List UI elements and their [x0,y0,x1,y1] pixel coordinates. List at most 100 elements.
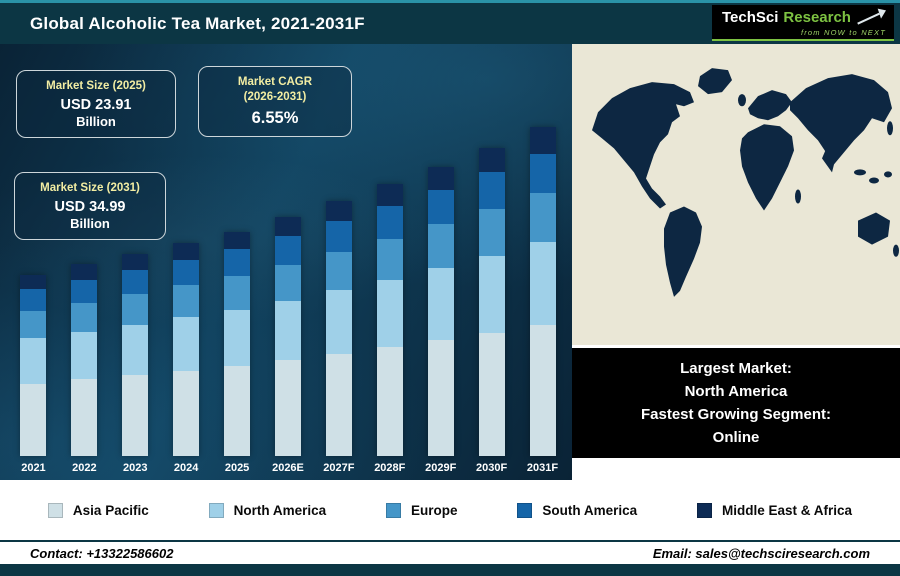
region-india [822,144,836,173]
logo-tagline: from NOW to NEXT [800,28,886,37]
bar-wrap [364,118,415,456]
islands-indonesia-3 [884,171,892,178]
highlight-line-largest-market-value: North America [684,382,788,400]
stacked-bar [529,127,556,456]
bar-segment-south-america [20,289,47,311]
x-axis-label: 2026E [272,462,304,474]
legend: Asia Pacific North America Europe South Ame… [0,480,900,540]
bar-segment-europe [71,302,98,332]
bar-segment-north-america [71,331,98,380]
highlight-line-fastest-segment-label: Fastest Growing Segment: [640,406,832,423]
bar-segment-asia-pacific [71,379,98,456]
stat-market-size-2031: Market Size (2031) USD 34.99 Billion [14,172,166,240]
bar-segment-south-america [529,153,556,194]
highlight-box: Largest Market: North America Fastest Gr… [572,348,900,458]
bar-column: 2026E [263,114,314,476]
techsci-logo: TechSci Research from NOW to NEXT [712,5,894,41]
bar-column: 2023 [110,114,161,476]
bar-segment-asia-pacific [529,324,556,456]
bar-segment-south-america [427,189,454,225]
legend-item-north-america: North America [208,502,326,518]
island-madagascar [795,189,801,204]
x-axis-label: 2022 [72,462,97,474]
world-map [572,44,900,345]
x-axis-label: 2028F [374,462,406,474]
bar-segment-europe [173,285,200,318]
stat-market-size-2025: Market Size (2025) USD 23.91 Billion [16,70,176,138]
stat-market-cagr: Market CAGR (2026-2031) 6.55% [198,66,352,137]
bar-segment-south-america [478,172,505,210]
world-map-svg [572,44,900,345]
bottom-bar [0,564,900,576]
bar-column: 2022 [59,114,110,476]
bar-column: 2024 [161,114,212,476]
x-axis-label: 2023 [123,462,148,474]
stat-label: (2026-2031) [243,90,307,103]
bar-segment-middle-east-africa [122,254,149,271]
bar-column: 2027F [313,114,364,476]
bar-segment-asia-pacific [478,332,505,456]
x-axis-label: 2027F [323,462,355,474]
highlight-line-largest-market-label: Largest Market: [680,359,792,377]
stacked-bar [173,242,200,456]
bar-segment-middle-east-africa [376,184,403,207]
page-title: Global Alcoholic Tea Market, 2021-2031F [30,13,365,33]
arrow-icon [857,8,886,25]
bar-column: 2021 [8,114,59,476]
bar-segment-south-america [224,249,251,277]
stacked-bar [325,201,352,456]
continent-greenland [698,68,732,95]
bar-wrap [161,118,212,456]
bar-segment-south-america [325,221,352,253]
stat-label: Market Size (2025) [46,80,146,92]
bar-segment-north-america [20,338,47,384]
bar-segment-middle-east-africa [427,166,454,190]
x-axis-label: 2031F [526,462,559,474]
x-axis-label: 2025 [224,462,250,474]
bar-segment-south-america [71,279,98,303]
bar-segment-asia-pacific [173,370,200,456]
stat-label: Market CAGR [237,76,313,88]
legend-item-asia-pacific: Asia Pacific [47,502,149,518]
bar-wrap [415,118,466,456]
stacked-bar [71,264,98,456]
bar-segment-middle-east-africa [173,242,200,260]
legend-swatch [517,502,533,518]
stacked-bar [122,254,149,456]
bar-chart: Market Size (2025) USD 23.91 Billion Mar… [0,44,572,480]
legend-item-middle-east-africa: Middle East & Africa [696,502,853,518]
bar-segment-europe [529,193,556,243]
legend-item-europe: Europe [385,502,457,518]
bar-segment-middle-east-africa [71,264,98,280]
legend-swatch [47,502,63,518]
bar-segment-middle-east-africa [20,274,47,290]
bar-wrap [212,118,263,456]
bar-segment-europe [20,310,47,339]
bar-segment-europe [376,238,403,280]
continent-australia [858,212,890,245]
bar-segment-middle-east-africa [529,127,556,154]
highlight-line-fastest-segment-value: Online [712,429,760,447]
logo-brand-primary: TechSci [722,8,779,26]
continents [592,68,899,297]
x-axis-label: 2030F [476,462,508,474]
bar-segment-north-america [224,310,251,367]
bar-segment-south-america [173,259,200,286]
bar-segment-asia-pacific [376,347,403,456]
bar-segment-south-america [122,270,149,295]
legend-label: Middle East & Africa [721,502,853,518]
bar-segment-north-america [478,255,505,333]
island-new-zealand [893,244,899,257]
continent-south-america [664,206,702,297]
x-axis-label: 2029F [425,462,457,474]
stacked-bar [427,166,454,456]
bar-segment-asia-pacific [224,366,251,456]
bar-segment-south-america [376,206,403,239]
bar-segment-north-america [173,317,200,371]
bar-segment-north-america [376,279,403,348]
islands-indonesia-1 [854,169,866,176]
bar-segment-europe [478,209,505,256]
bar-segment-middle-east-africa [325,201,352,222]
legend-label: Asia Pacific [72,502,149,518]
